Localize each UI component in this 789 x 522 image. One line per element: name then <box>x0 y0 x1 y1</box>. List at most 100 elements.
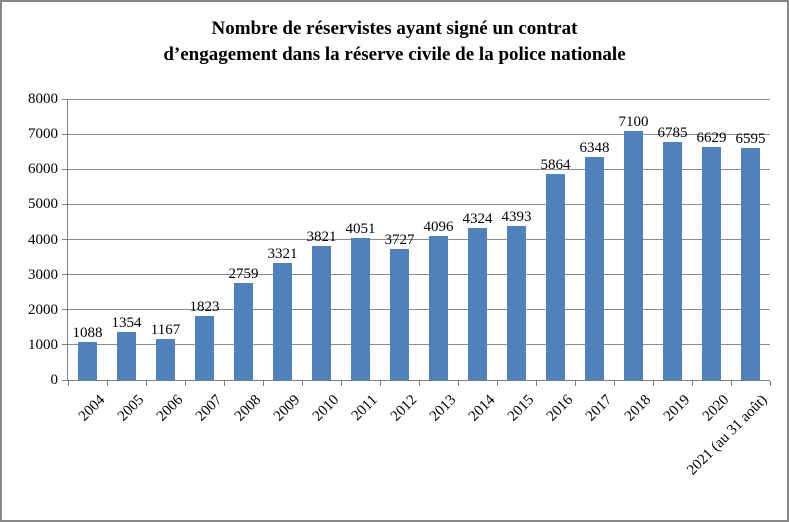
x-tick <box>419 381 420 386</box>
bar <box>624 130 643 380</box>
y-tick <box>62 239 68 240</box>
x-tick-label: 2010 <box>309 392 342 425</box>
bar-value-label: 4324 <box>462 211 493 228</box>
x-tick-label: 2005 <box>114 392 147 425</box>
bar <box>546 174 565 380</box>
x-tick-label: 2007 <box>192 392 225 425</box>
grid-line <box>68 309 770 311</box>
grid-line <box>68 203 770 205</box>
x-tick <box>575 381 576 386</box>
bar <box>663 141 682 380</box>
y-tick <box>62 379 68 381</box>
chart-title: Nombre de réservistes ayant signé un con… <box>2 16 787 68</box>
x-tick <box>185 381 186 386</box>
y-tick-label: 0 <box>50 372 59 388</box>
x-tick-label: 2014 <box>465 392 498 425</box>
x-tick-label: 2004 <box>75 392 108 425</box>
category-group: 3727 <box>380 99 419 380</box>
bar-value-label: 2759 <box>228 266 259 283</box>
bar-value-label: 1167 <box>150 322 181 339</box>
bar-value-label: 3821 <box>306 228 337 245</box>
category-group: 1354 <box>107 99 146 380</box>
x-tick-label: 2013 <box>426 392 459 425</box>
x-tick <box>146 381 147 386</box>
bar <box>702 147 721 380</box>
category-group: 6348 <box>575 99 614 380</box>
bar-value-label: 6629 <box>696 130 727 147</box>
y-tick-label: 7000 <box>28 126 58 143</box>
y-tick <box>62 344 68 346</box>
x-tick-label: 2008 <box>231 392 264 425</box>
y-tick <box>62 133 68 135</box>
y-tick-label: 2000 <box>28 301 58 318</box>
x-tick-label: 2006 <box>153 392 186 425</box>
grid-line <box>68 133 770 135</box>
x-tick <box>263 381 264 386</box>
bar-value-label: 6348 <box>579 140 610 157</box>
y-tick <box>62 203 68 205</box>
category-group: 6785 <box>653 99 692 380</box>
grid-line <box>68 344 770 346</box>
bar-value-label: 4393 <box>501 208 532 225</box>
bar <box>351 237 370 380</box>
x-tick-label: 2015 <box>504 392 537 425</box>
x-tick-label: 2019 <box>660 392 693 425</box>
y-tick <box>62 168 68 170</box>
x-tick-label: 2016 <box>543 392 576 425</box>
bar-value-label: 4051 <box>345 220 376 237</box>
chart-title-line-1: Nombre de réservistes ayant signé un con… <box>211 18 578 39</box>
bar-value-label: 1088 <box>72 324 103 341</box>
bar <box>156 339 175 380</box>
x-tick <box>536 381 537 386</box>
category-group: 4324 <box>458 99 497 380</box>
x-tick <box>692 381 693 386</box>
bar-value-label: 1823 <box>189 298 220 315</box>
grid-line <box>68 239 770 240</box>
y-tick <box>62 98 68 100</box>
x-tick <box>653 381 654 386</box>
bar <box>507 225 526 380</box>
grid-line <box>68 274 770 276</box>
bar <box>312 245 331 380</box>
x-tick <box>614 381 615 386</box>
x-tick <box>107 381 108 386</box>
bar-value-label: 3321 <box>267 246 298 263</box>
y-tick-label: 4000 <box>28 231 58 248</box>
category-group: 1167 <box>146 99 185 380</box>
x-tick-label: 2009 <box>270 392 303 425</box>
bar <box>741 148 760 380</box>
x-axis-labels: 2004 2005 2006 2007 2008 2009 2010 2011 2012 2013… <box>67 386 771 516</box>
y-tick-label: 5000 <box>28 196 58 213</box>
x-tick <box>458 381 459 386</box>
x-tick-label: 2020 <box>699 392 732 425</box>
bar-value-label: 6595 <box>735 131 766 148</box>
bar <box>468 228 487 380</box>
bar-value-label: 3727 <box>384 232 415 249</box>
category-group: 5864 <box>536 99 575 380</box>
category-group: 3321 <box>263 99 302 380</box>
category-group: 4393 <box>497 99 536 380</box>
bar <box>273 263 292 380</box>
x-tick-label: 2017 <box>582 392 615 425</box>
bar-value-label: 1354 <box>111 315 142 332</box>
chart-title-line-2: d’engagement dans la réserve civile de l… <box>163 44 626 65</box>
x-tick-label: 2012 <box>387 392 420 425</box>
plot-area: 1088 1354 1167 1823 2759 3321 3821 4051 3727 4096… <box>62 98 771 386</box>
bar <box>585 157 604 380</box>
bar <box>429 236 448 380</box>
x-tick <box>302 381 303 386</box>
bar <box>234 283 253 380</box>
y-tick-label: 8000 <box>28 91 58 107</box>
category-group: 1088 <box>68 99 107 380</box>
category-group: 3821 <box>302 99 341 380</box>
x-tick <box>68 381 69 386</box>
x-tick-label: 2018 <box>621 392 654 425</box>
bar-value-label: 4096 <box>423 219 454 236</box>
x-tick <box>224 381 225 386</box>
category-group: 1823 <box>185 99 224 380</box>
category-group: 4096 <box>419 99 458 380</box>
y-tick-label: 6000 <box>28 161 58 178</box>
bars: 1088 1354 1167 1823 2759 3321 3821 4051 3727 4096… <box>68 99 770 380</box>
category-group: 2759 <box>224 99 263 380</box>
